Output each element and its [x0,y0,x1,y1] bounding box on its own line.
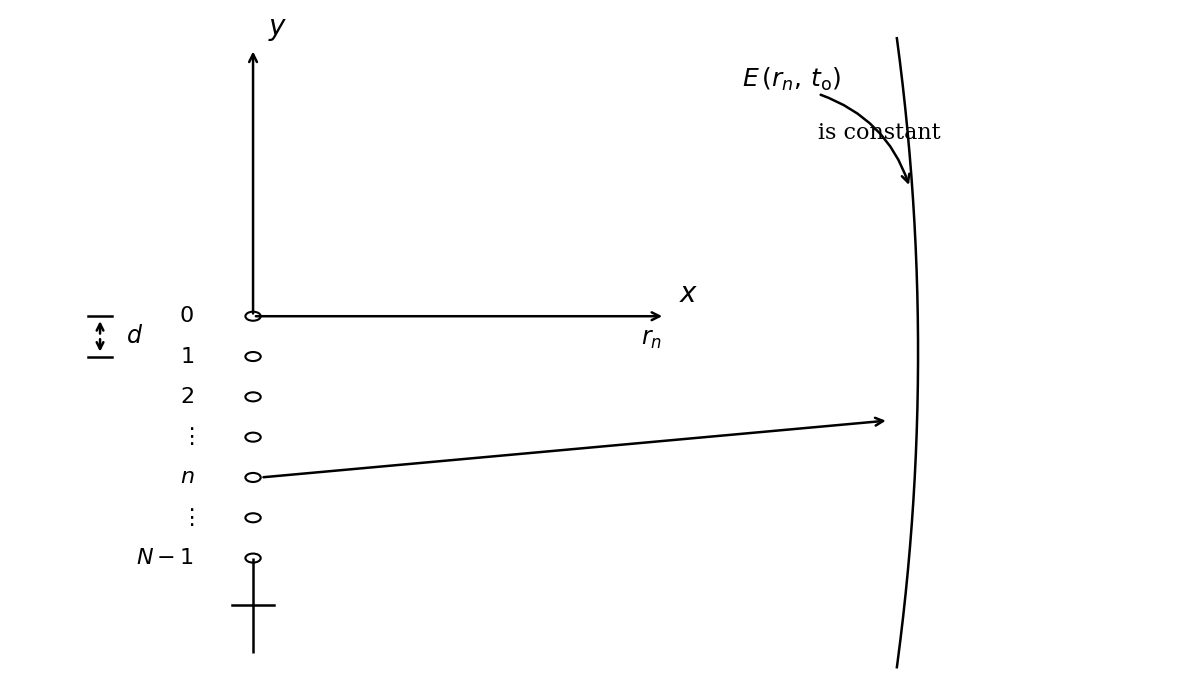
Text: $2$: $2$ [180,386,194,408]
Text: $\vdots$: $\vdots$ [180,507,194,529]
Text: $1$: $1$ [180,345,194,368]
Text: $r_n$: $r_n$ [641,328,663,351]
Text: $E\,(r_n,\, t_{\rm o})$: $E\,(r_n,\, t_{\rm o})$ [742,66,840,93]
Text: $n$: $n$ [180,466,194,489]
Text: $0$: $0$ [179,305,194,327]
Text: $\vdots$: $\vdots$ [180,426,194,448]
Text: $d$: $d$ [126,325,144,348]
Text: $x$: $x$ [679,281,698,308]
Text: is constant: is constant [818,122,940,144]
Text: $N-1$: $N-1$ [137,547,194,569]
Text: $y$: $y$ [268,16,288,43]
